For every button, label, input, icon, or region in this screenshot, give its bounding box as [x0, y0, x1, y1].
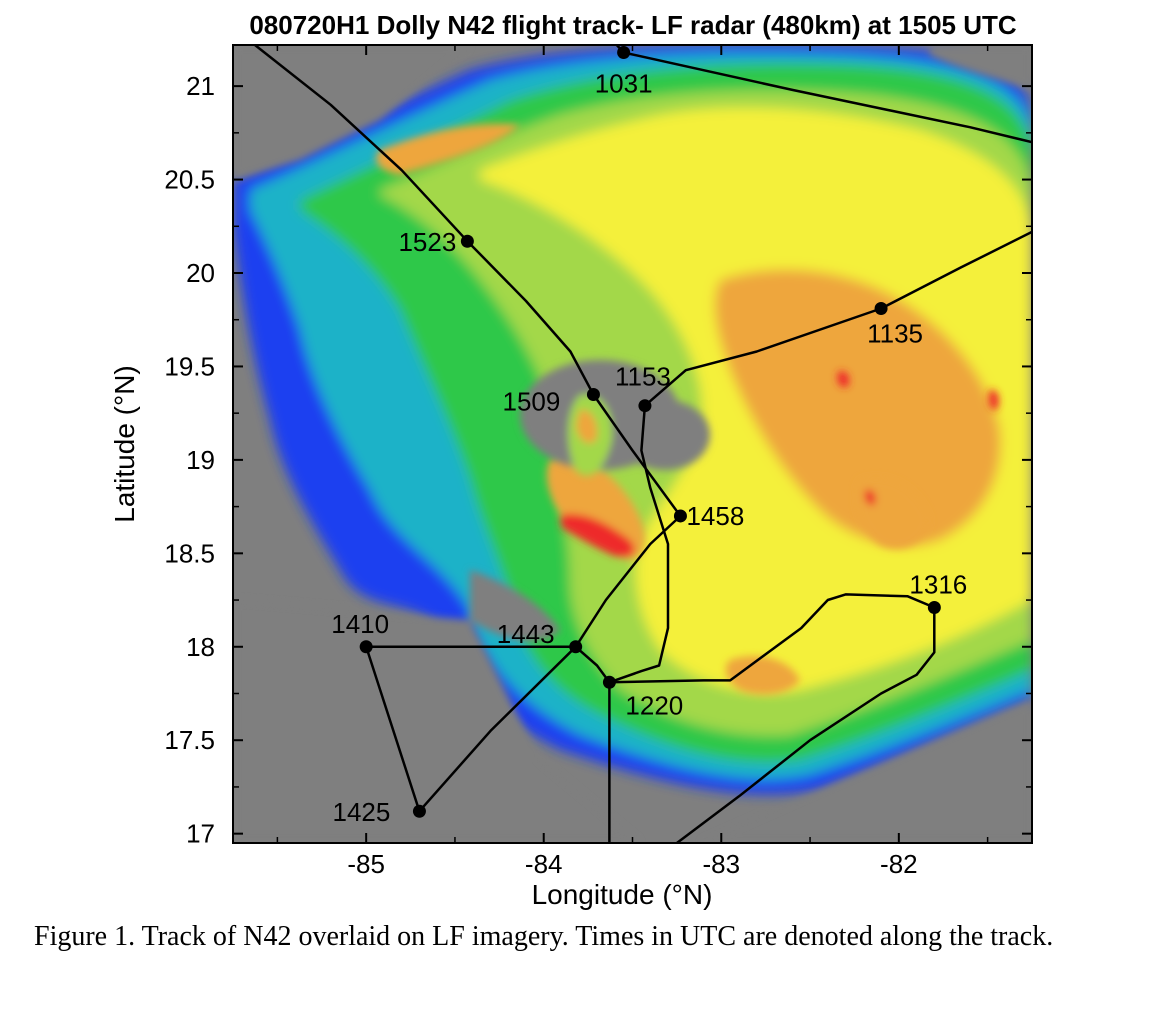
track-time-label: 1135 — [867, 319, 923, 349]
track-time-label: 1031 — [595, 68, 653, 98]
eye-gray-inner — [620, 400, 710, 470]
radar-orange-layer — [714, 269, 1001, 546]
y-tick-label: 21 — [186, 71, 215, 101]
track-points — [359, 45, 941, 818]
y-tick-labels: 17 17.5 18 18.5 19 19.5 20 20.5 21 — [164, 71, 215, 849]
radar-orange-spot-south — [725, 656, 800, 695]
chart-title: 080720H1 Dolly N42 flight track- LF rada… — [249, 10, 1017, 40]
track-point — [569, 640, 583, 654]
radar-red-spot-east-1 — [837, 371, 850, 388]
track-time-label: 1458 — [686, 501, 744, 531]
gray-gap-southeast — [700, 700, 1032, 843]
track-point — [359, 640, 373, 654]
radar-red-band — [560, 514, 635, 558]
y-tick-label: 18 — [186, 632, 215, 662]
x-tick-labels: -85 -84 -83 -82 — [347, 849, 917, 879]
track-time-label: 1220 — [625, 690, 683, 720]
y-tick-label: 17 — [186, 819, 215, 849]
track-time-label: 1509 — [503, 386, 561, 416]
gray-gap-northeast — [930, 45, 1032, 90]
x-tick-label: -83 — [702, 849, 740, 879]
track-point — [602, 675, 616, 689]
track-time-label: 1153 — [615, 362, 671, 392]
track-point — [673, 509, 687, 523]
y-axis-label: Latitude (°N) — [109, 365, 140, 523]
radar-orange-band-north — [376, 123, 520, 175]
track-point — [460, 234, 474, 248]
y-tick-label: 18.5 — [164, 538, 215, 568]
track-segment — [609, 593, 936, 843]
y-tick-label: 17.5 — [164, 725, 215, 755]
x-tick-label: -82 — [880, 849, 918, 879]
track-time-label: 1523 — [398, 227, 456, 257]
y-tick-label: 19.5 — [164, 351, 215, 381]
track-time-labels: 1031 1135 1153 1220 1316 1410 1425 1443 1458 1509… — [331, 68, 967, 827]
axis-ticks — [233, 45, 1032, 843]
x-axis-label: Longitude (°N) — [532, 879, 713, 910]
track-point — [412, 804, 426, 818]
eyewall-fragment-orange — [576, 409, 598, 444]
figure-caption: Figure 1. Track of N42 overlaid on LF im… — [34, 921, 1054, 952]
track-time-label: 1425 — [333, 797, 391, 827]
radar-imagery — [233, 45, 1032, 843]
radar-red-spot-east-2 — [988, 389, 999, 411]
y-tick-label: 19 — [186, 445, 215, 475]
track-time-label: 1443 — [497, 619, 555, 649]
track-point — [927, 601, 941, 615]
track-point — [586, 387, 600, 401]
track-segment — [615, 45, 1032, 144]
chart-figure: 080720H1 Dolly N42 flight track- LF rada… — [109, 10, 1033, 910]
gray-gap-west — [470, 570, 560, 641]
y-tick-label: 20.5 — [164, 165, 215, 195]
gray-gap-northwest — [233, 45, 470, 180]
y-tick-label: 20 — [186, 258, 215, 288]
x-tick-label: -85 — [347, 849, 385, 879]
track-point — [874, 302, 888, 316]
track-point — [638, 399, 652, 413]
x-tick-label: -84 — [525, 849, 563, 879]
track-point — [617, 45, 631, 59]
gray-gap-south — [233, 600, 640, 843]
track-time-label: 1410 — [331, 609, 389, 639]
track-time-label: 1316 — [909, 570, 967, 600]
radar-red-spot-east-3 — [864, 489, 876, 506]
